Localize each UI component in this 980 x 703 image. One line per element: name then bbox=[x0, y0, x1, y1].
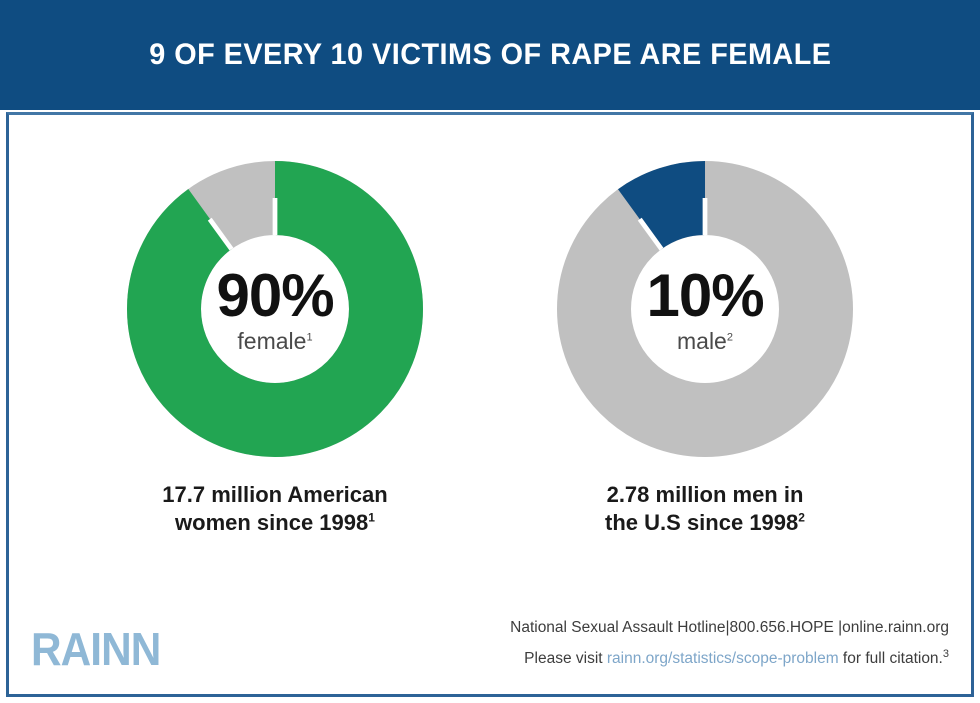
caption-male: 2.78 million men in the U.S since 19982 bbox=[605, 481, 805, 537]
footer-hotline-line: National Sexual Assault Hotline|800.656.… bbox=[510, 619, 949, 637]
caption-male-line1: 2.78 million men in bbox=[606, 482, 804, 507]
header-banner: 9 OF EVERY 10 VICTIMS OF RAPE ARE FEMALE bbox=[0, 0, 980, 110]
footer-text-block: National Sexual Assault Hotline|800.656.… bbox=[510, 613, 949, 674]
caption-female: 17.7 million American women since 19981 bbox=[162, 481, 387, 537]
caption-female-line2: women since 1998 bbox=[175, 510, 369, 536]
footer-citation-link[interactable]: rainn.org/statistics/scope-problem bbox=[606, 649, 839, 667]
footer-citation-line: Please visit rainn.org/statistics/scope-… bbox=[510, 644, 949, 674]
footer-citation-suffix: for full citation. bbox=[838, 649, 943, 667]
footer-citation-footnote: 3 bbox=[942, 647, 949, 660]
donut-chart-male: 10% male2 bbox=[557, 161, 853, 457]
caption-female-line1: 17.7 million American bbox=[162, 482, 388, 507]
caption-male-line2: the U.S since 1998 bbox=[605, 510, 799, 536]
footer: RAINN National Sexual Assault Hotline|80… bbox=[9, 592, 971, 682]
rainn-logo: RAINN bbox=[31, 623, 161, 675]
donut-chart-female: 90% female1 bbox=[127, 161, 423, 457]
donut-female-svg bbox=[127, 161, 423, 457]
charts-row: 90% female1 17.7 million American women … bbox=[9, 161, 971, 537]
caption-female-footnote: 1 bbox=[368, 510, 375, 525]
chart-block-male: 10% male2 2.78 million men in the U.S si… bbox=[490, 161, 920, 537]
page-title: 9 OF EVERY 10 VICTIMS OF RAPE ARE FEMALE bbox=[148, 38, 832, 71]
donut-male-svg bbox=[557, 161, 853, 457]
content-frame: 90% female1 17.7 million American women … bbox=[6, 112, 974, 697]
donut-male-gap-end bbox=[637, 217, 664, 251]
caption-male-footnote: 2 bbox=[798, 510, 805, 525]
donut-female-gap-end bbox=[207, 217, 234, 251]
chart-block-female: 90% female1 17.7 million American women … bbox=[60, 161, 490, 537]
footer-citation-prefix: Please visit bbox=[524, 649, 607, 667]
